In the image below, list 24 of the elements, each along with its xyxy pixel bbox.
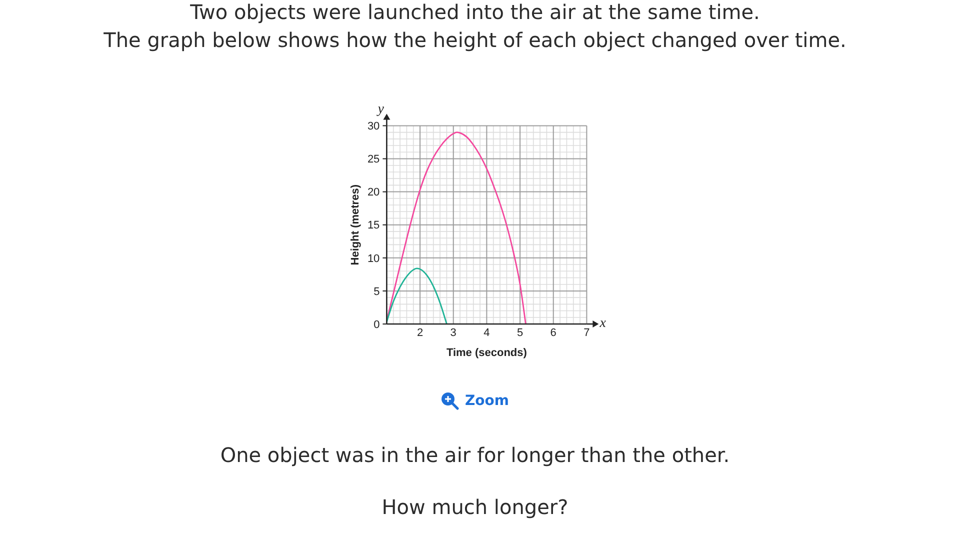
- x-axis-title: Time (seconds): [446, 347, 528, 359]
- y-tick-label: 5: [374, 286, 380, 298]
- text: x: [600, 316, 606, 332]
- y-tick-label: 0: [374, 318, 380, 331]
- y-tick-label: 25: [367, 154, 380, 166]
- x-tick-label: 5: [516, 326, 524, 339]
- line-series: [386, 132, 526, 324]
- text: One object was in the air for longer than the other.: [219, 442, 731, 468]
- chart-title: Two objects were launched into the air at the same time.: [189, 0, 761, 25]
- chart-subtitle: The graph below shows how the height of each object changed over time.: [102, 28, 848, 53]
- text: Zoom: [465, 392, 509, 410]
- text: y: [378, 102, 384, 118]
- x-tick-label: 3: [450, 326, 456, 339]
- y-tick-label: 10: [367, 252, 380, 265]
- y-tick-label: 30: [367, 120, 380, 133]
- y-tick-label: 15: [367, 220, 380, 232]
- y-tick-label: 20: [367, 186, 380, 199]
- x-tick-label: 4: [484, 326, 490, 339]
- text: How much longer?: [380, 494, 570, 520]
- x-tick-label: 2: [416, 326, 424, 339]
- x-tick-label: 6: [550, 326, 556, 339]
- x-tick-label: 7: [584, 326, 590, 339]
- line-series: [386, 268, 448, 324]
- y-axis-title: Height (metres): [350, 184, 362, 266]
